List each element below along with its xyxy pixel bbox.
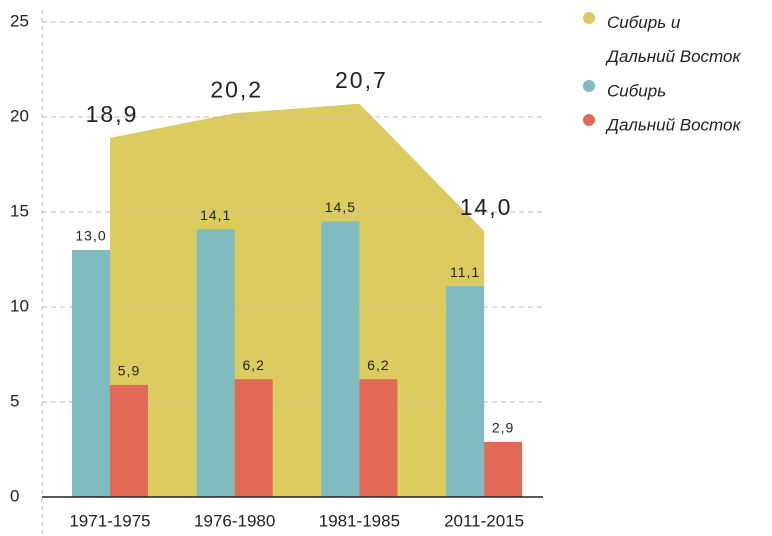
legend-label: Дальний Восток — [605, 115, 741, 134]
bar-value-label: 14,5 — [325, 199, 356, 215]
area — [110, 103, 485, 497]
area-value-label: 18,9 — [86, 101, 139, 127]
legend-swatch — [583, 114, 595, 126]
bar — [359, 379, 398, 497]
legend-swatch — [583, 80, 595, 92]
x-tick-label: 1971-1975 — [69, 511, 150, 530]
legend-label: Сибирь — [607, 81, 666, 100]
bar-value-label: 14,1 — [200, 207, 231, 223]
area-value-label: 20,7 — [335, 67, 388, 93]
y-tick-label: 20 — [10, 106, 29, 125]
y-tick-label: 5 — [10, 391, 19, 410]
y-tick-label: 0 — [10, 486, 19, 505]
legend-label: Сибирь и Дальний Восток — [605, 13, 741, 66]
legend-line: Сибирь и — [607, 13, 681, 32]
bar — [321, 221, 360, 497]
legend-line: Дальний Восток — [605, 47, 741, 66]
bar-value-label: 11,1 — [450, 264, 480, 280]
bar-value-label: 6,2 — [242, 357, 264, 373]
x-tick-label: 1976-1980 — [194, 511, 275, 530]
y-tick-label: 25 — [10, 11, 29, 30]
bar — [484, 441, 523, 497]
legend-swatch — [583, 12, 595, 24]
bar-value-label: 13,0 — [75, 228, 106, 244]
area-value-label: 20,2 — [210, 76, 263, 102]
bar — [72, 250, 110, 497]
bar — [446, 286, 485, 497]
y-tick-label: 15 — [10, 201, 29, 220]
bar — [110, 384, 148, 497]
x-tick-label: 2011-2015 — [444, 511, 524, 530]
y-tick-label: 10 — [10, 296, 29, 315]
bar — [196, 229, 235, 497]
x-tick-label: 1981-1985 — [319, 511, 400, 530]
bar-value-label: 2,9 — [492, 420, 514, 436]
bar-value-label: 5,9 — [118, 363, 140, 379]
area-value-label: 14,0 — [460, 194, 513, 220]
bar-value-label: 6,2 — [367, 357, 389, 373]
bar — [234, 379, 273, 497]
